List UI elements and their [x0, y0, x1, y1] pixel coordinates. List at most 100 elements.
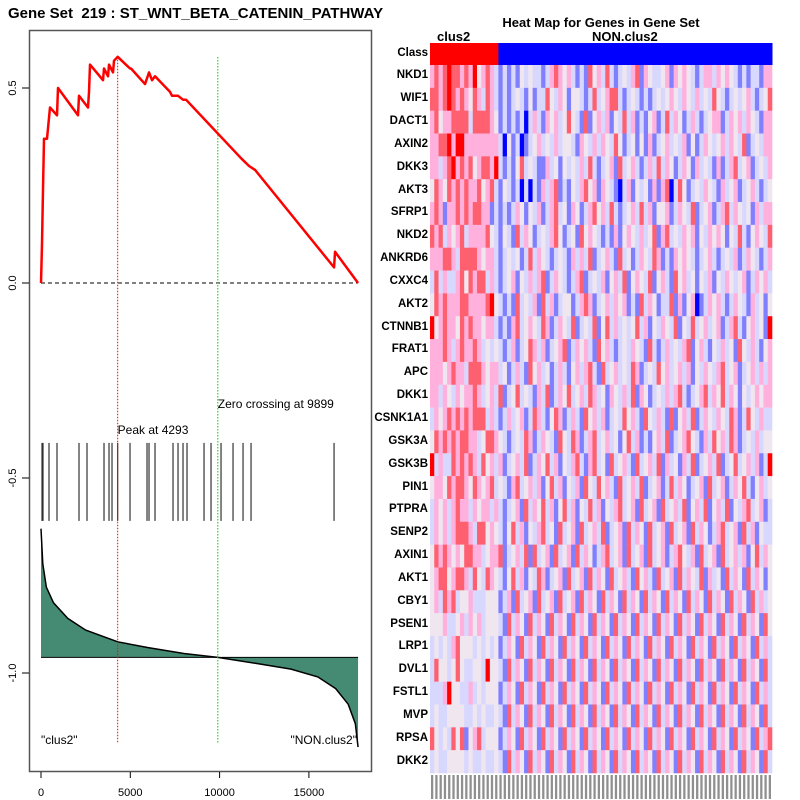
- heatmap-cell: [558, 179, 563, 203]
- heatmap-cell: [575, 430, 580, 454]
- heatmap-cell: [673, 704, 679, 728]
- heatmap-cell: [502, 316, 508, 340]
- sample-label-mark: [725, 775, 729, 799]
- heatmap-cell: [459, 613, 465, 637]
- heatmap-cell: [673, 270, 679, 294]
- sample-label-mark: [559, 775, 562, 799]
- enrichment-score-line: [39, 55, 360, 284]
- gene-label: GSK3B: [388, 457, 428, 470]
- heatmap-cell: [571, 590, 576, 614]
- heatmap-cell: [643, 727, 649, 751]
- heatmap-cell: [481, 202, 486, 226]
- heatmap-cell: [759, 133, 764, 157]
- heatmap-cell: [524, 704, 529, 728]
- heatmap-cell: [553, 316, 559, 340]
- heatmap-cell: [609, 658, 615, 682]
- heatmap-cell: [690, 476, 696, 500]
- heatmap-cell: [737, 339, 743, 363]
- heatmap-cell: [716, 727, 721, 751]
- heatmap-cell: [733, 635, 739, 660]
- heatmap-cell: [648, 590, 653, 614]
- heatmap-cell: [759, 498, 764, 523]
- heatmap-cell: [571, 521, 576, 545]
- heatmap-cell: [622, 339, 627, 363]
- heatmap-cell: [677, 750, 683, 774]
- heatmap-cell: [485, 65, 491, 89]
- heatmap-cell: [447, 224, 452, 249]
- heatmap-cell: [724, 384, 730, 408]
- heatmap-cell: [549, 613, 555, 637]
- heatmap-cell: [682, 567, 687, 591]
- heatmap-cell: [438, 270, 444, 294]
- heatmap-cell: [558, 521, 563, 545]
- heatmap-cell: [459, 590, 465, 614]
- heatmap-cell: [622, 202, 627, 226]
- heatmap-cell: [686, 407, 692, 431]
- heatmap-cell: [596, 453, 602, 477]
- heatmap-cell: [686, 384, 692, 408]
- heatmap-cell: [669, 202, 674, 226]
- heatmap-cell: [763, 202, 769, 226]
- heatmap-cell: [746, 704, 751, 728]
- heatmap-cell: [750, 316, 756, 340]
- heatmap-cell: [477, 704, 482, 728]
- sample-label-mark: [760, 775, 763, 799]
- heatmap-cell: [575, 407, 580, 431]
- heatmap-cell: [498, 590, 503, 614]
- heatmap-cell: [472, 202, 478, 226]
- heatmap-cell: [720, 521, 726, 545]
- heatmap-cell: [575, 339, 580, 363]
- sample-label-mark: [768, 775, 771, 799]
- heatmap-cell: [459, 65, 465, 89]
- heatmap-cell: [506, 658, 512, 682]
- heatmap-cell: [618, 361, 623, 386]
- heatmap-cell: [686, 202, 692, 226]
- heatmap-cell: [639, 361, 645, 386]
- heatmap-cell: [750, 133, 756, 157]
- heatmap-cell: [588, 339, 593, 363]
- heatmap-cell: [472, 361, 478, 386]
- heatmap-cell: [605, 521, 610, 545]
- heatmap-cell: [438, 224, 444, 249]
- heatmap-cell: [613, 384, 619, 408]
- heatmap-cell: [613, 750, 619, 774]
- heatmap-cell: [695, 567, 700, 591]
- sample-label-mark: [542, 775, 545, 799]
- heatmap-cell: [669, 224, 674, 249]
- heatmap-cell: [609, 270, 615, 294]
- heatmap-cell: [494, 498, 499, 523]
- heatmap-cell: [648, 567, 653, 591]
- heatmap-cell: [759, 750, 764, 774]
- heatmap-cell: [677, 590, 683, 614]
- heatmap-cell: [438, 156, 444, 180]
- heatmap-cell: [524, 224, 529, 249]
- heatmap-cell: [622, 247, 627, 271]
- heatmap-cell: [690, 293, 696, 317]
- heatmap-cell: [541, 476, 546, 500]
- heatmap-cell: [494, 590, 499, 614]
- heatmap-cell: [682, 156, 687, 180]
- heatmap-cell: [673, 498, 679, 523]
- heatmap-cell: [733, 658, 739, 682]
- heatmap-cell: [643, 521, 649, 545]
- heatmap-cell: [455, 293, 461, 317]
- heatmap-cell: [724, 613, 730, 637]
- heatmap-cell: [695, 156, 700, 180]
- heatmap-cell: [643, 384, 649, 408]
- heatmap-cell: [660, 384, 666, 408]
- heatmap-cell: [481, 407, 486, 431]
- heatmap-cell: [455, 590, 461, 614]
- heatmap-cell: [579, 87, 585, 111]
- heatmap-cell: [712, 293, 717, 317]
- heatmap-cell: [498, 476, 503, 500]
- heatmap-cell: [699, 179, 704, 203]
- heatmap-cell: [729, 133, 734, 157]
- heatmap-cell: [720, 110, 726, 134]
- heatmap-cell: [754, 681, 760, 705]
- heatmap-cell: [558, 727, 563, 751]
- heatmap-cell: [729, 521, 734, 545]
- heatmap-cell: [712, 635, 717, 660]
- heatmap-cell: [601, 156, 606, 180]
- heatmap-cell: [498, 658, 503, 682]
- heatmap-cell: [459, 361, 465, 386]
